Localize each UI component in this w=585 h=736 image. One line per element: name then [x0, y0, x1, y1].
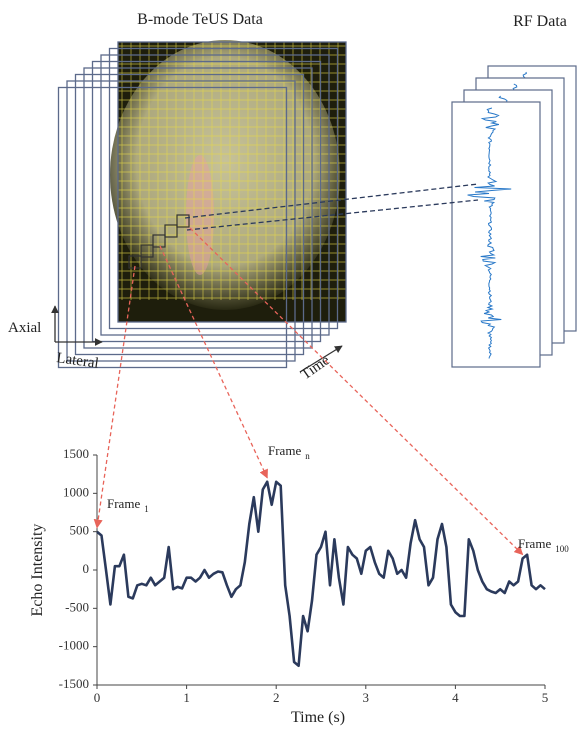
- annotation-sub: 100: [555, 544, 569, 554]
- figure: B-mode TeUS Data RF Data Axial Lateral T…: [0, 0, 585, 731]
- annotation-text: Frame: [518, 536, 551, 551]
- annotation-text: Frame: [268, 443, 301, 458]
- y-tick-label: 1000: [63, 484, 89, 499]
- x-tick-label: 1: [183, 690, 190, 705]
- y-tick-label: -500: [65, 599, 89, 614]
- line: [97, 482, 545, 666]
- annotation: Frame 1: [107, 496, 149, 514]
- annotation: Frame 100: [518, 536, 569, 554]
- x-tick-label: 4: [452, 690, 459, 705]
- y-tick-label: 0: [83, 561, 90, 576]
- x-tick-label: 5: [542, 690, 549, 705]
- rf-label: RF Data: [513, 13, 567, 30]
- annotation-sub: n: [305, 451, 310, 461]
- x-tick-label: 3: [363, 690, 370, 705]
- time-label: Time: [298, 352, 333, 383]
- y-axis-label: Echo Intensity: [29, 524, 46, 617]
- y-tick-label: -1000: [59, 638, 89, 653]
- annotation-text: Frame: [107, 496, 140, 511]
- y-tick-label: 1500: [63, 446, 89, 461]
- x-axis-label: Time (s): [291, 709, 345, 726]
- annotation-sub: 1: [144, 504, 149, 514]
- illustration: Axial Lateral Time: [8, 40, 576, 383]
- y-tick-label: -1500: [59, 676, 89, 691]
- x-tick-label: 0: [94, 690, 101, 705]
- lateral-label: Lateral: [55, 350, 99, 372]
- rf-panels: [452, 66, 576, 367]
- y-tick-label: 500: [70, 523, 90, 538]
- rf-panel: [452, 102, 540, 367]
- x-tick-label: 2: [273, 690, 280, 705]
- bmode-label: B-mode TeUS Data: [137, 11, 263, 28]
- axial-label: Axial: [8, 320, 41, 336]
